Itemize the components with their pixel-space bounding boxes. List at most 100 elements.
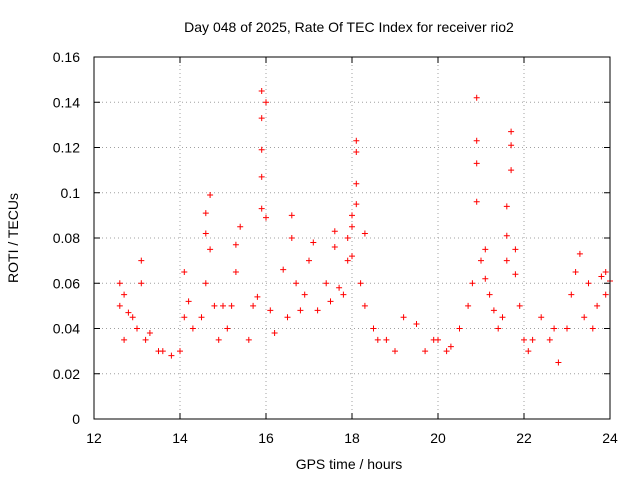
data-point [232,241,239,248]
data-point [288,235,295,241]
x-tick-label: 14 [172,430,188,446]
data-point [353,180,360,187]
data-point [568,291,575,298]
data-point [490,307,497,314]
x-tick-label: 16 [258,430,274,446]
data-point [512,246,519,253]
data-point [258,205,265,212]
data-point [361,302,368,309]
y-tick-label: 0.12 [53,140,80,156]
data-point [473,198,480,205]
data-point [336,284,343,291]
data-point [374,336,381,343]
data-point [254,293,261,300]
data-point [443,348,450,355]
data-point [564,325,570,332]
data-point [146,330,153,337]
data-point [198,314,205,321]
data-point [508,142,515,149]
data-point [521,336,527,343]
data-point [121,291,128,298]
y-axis-label: ROTI / TECUs [5,193,21,283]
data-point [129,314,136,321]
data-point [503,257,510,264]
data-point [314,307,321,314]
grid-lines [94,57,610,419]
data-point [228,302,235,309]
data-point [602,268,609,275]
data-point [525,348,532,355]
data-point [456,325,463,332]
x-axis-label: GPS time / hours [296,456,403,472]
data-point [138,257,145,264]
data-point [181,314,188,321]
data-point [125,309,132,316]
data-point [473,137,480,144]
data-point [478,257,484,264]
data-point [177,348,183,355]
y-tick-labels: 0 0.02 0.04 0.06 0.08 0.1 0.12 0.14 0.16 [53,49,80,427]
data-point [323,280,330,287]
x-tick-label: 22 [516,430,532,446]
data-point [555,359,562,366]
data-point [116,302,123,309]
data-point [331,244,338,251]
data-point [258,173,265,180]
data-point [499,314,506,321]
data-point [400,314,407,321]
data-point [220,302,226,309]
data-point [486,291,493,298]
y-tick-label: 0.02 [53,366,80,382]
y-tick-label: 0.04 [53,321,80,337]
data-point [310,239,317,246]
y-tick-label: 0.1 [61,185,81,201]
data-point [353,137,360,144]
data-point [207,192,214,199]
data-point [258,115,265,122]
data-point [538,314,545,321]
data-point [293,280,300,287]
data-point [508,167,515,174]
y-tick-label: 0.06 [53,275,80,291]
data-point [482,246,489,253]
data-point [237,223,244,230]
y-tick-label: 0.08 [53,230,80,246]
data-point [142,336,149,343]
data-point [202,210,209,217]
data-point [508,128,515,135]
x-tick-label: 12 [86,430,102,446]
data-point [370,325,377,332]
data-point [546,336,553,343]
data-point [288,212,295,219]
data-point [503,203,510,210]
plot-frame [93,56,611,420]
data-point [469,280,476,287]
data-point [215,336,222,343]
y-tick-label: 0 [72,411,80,427]
data-point [598,273,605,280]
data-point [280,266,287,273]
data-point [258,87,265,94]
data-point [211,302,218,309]
data-point [473,160,480,167]
data-point [473,94,480,101]
data-point [572,268,579,275]
data-point [271,330,278,337]
data-point [581,314,588,321]
y-tick-label: 0.16 [53,49,80,65]
data-point [344,235,351,241]
data-point [516,302,523,309]
data-point [589,325,596,332]
x-tick-labels: 12 14 16 18 20 22 24 [86,430,618,446]
data-point [392,348,398,355]
data-point [245,336,252,343]
data-point [413,320,420,327]
data-point [284,314,291,321]
data-point [349,253,355,260]
y-tick-label: 0.14 [53,94,80,110]
data-point [353,201,360,208]
data-point [168,352,175,359]
data-point [138,280,145,287]
data-point [353,149,360,156]
